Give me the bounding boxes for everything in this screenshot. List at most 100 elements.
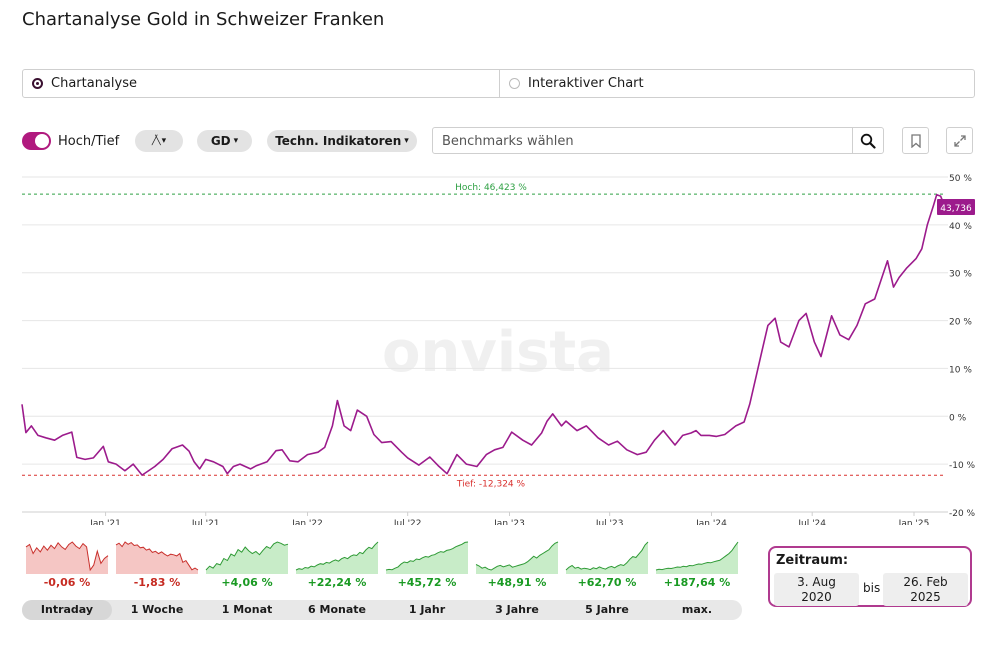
sparkline-area [206,542,288,574]
expand-button[interactable] [946,127,973,154]
chart-type-button[interactable]: ╱╲ ▾ [135,130,183,152]
x-tick-label: Jan '22 [291,519,323,525]
period-4[interactable]: +22,24 % [292,536,382,620]
date-range-separator: bis [863,581,881,595]
period-sparkline [655,541,739,574]
period-change: +48,91 % [487,576,547,589]
period-change: +187,64 % [663,576,731,589]
date-from-day: 3. Aug [797,575,836,589]
period-change: +62,70 % [577,576,637,589]
x-tick-label: Jul '24 [797,519,826,525]
period-7[interactable]: +62,70 % [562,536,652,620]
sparkline-area [566,542,648,574]
sparkline-line [385,541,469,571]
sparkline-line [565,541,649,571]
series-line [21,193,946,476]
date-range-box: Zeitraum: 3. Aug 2020 bis 26. Feb 2025 [768,546,972,607]
benchmark-search-input[interactable] [433,128,864,155]
line-chart-icon: ╱╲ [151,136,161,146]
date-to-field[interactable]: 26. Feb 2025 [883,573,968,606]
period-change: +4,06 % [221,576,273,589]
y-tick-label: 40 % [949,222,972,232]
bookmark-button[interactable] [902,127,929,154]
period-tab[interactable]: Intraday [22,600,112,620]
period-1[interactable]: -0,06 % [22,536,112,620]
page-title: Chartanalyse Gold in Schweizer Franken [22,9,385,30]
mode-interaktiver-chart-label: Interaktiver Chart [528,76,644,91]
period-sparkline [565,541,649,574]
x-tick-label: Jan '25 [898,519,930,525]
moving-average-label: GD [210,134,231,148]
y-tick-label: 10 % [949,365,972,375]
date-to-year: 2025 [910,590,941,604]
period-tab[interactable]: 1 Jahr [408,603,446,616]
indicators-label: Techn. Indikatoren [275,134,402,148]
y-tick-label: -10 % [949,461,976,471]
mode-interaktiver-chart[interactable]: Interaktiver Chart [500,70,974,97]
moving-average-button[interactable]: GD ▾ [197,130,252,152]
x-tick-label: Jul '21 [191,519,220,525]
sparkline-line [115,541,199,571]
period-sparkline [475,541,559,574]
period-tab[interactable]: 1 Monat [221,603,273,616]
radio-unchecked-icon[interactable] [509,78,520,89]
expand-icon [953,134,966,147]
x-tick-label: Jan '21 [89,519,121,525]
last-value-label: 43,736 [940,204,972,214]
period-sparkline [25,541,109,574]
main-chart: onvista 50 % 40 % 30 % 20 % 10 % 0 % -10 % -20 %… [21,174,976,525]
indicators-button[interactable]: Techn. Indikatoren ▾ [267,130,417,152]
chevron-down-icon: ▾ [161,136,167,146]
mode-selector: Chartanalyse Interaktiver Chart [22,69,975,98]
y-tick-label: 0 % [949,413,967,423]
period-tab[interactable]: 3 Jahre [495,603,539,616]
high-low-label: Hoch/Tief [58,134,120,149]
period-change: -1,83 % [133,576,181,589]
radio-checked-icon[interactable] [32,78,43,89]
benchmark-search [432,127,884,155]
period-sparkline [115,541,199,574]
period-8[interactable]: +187,64 % [652,536,742,620]
period-tab[interactable]: 6 Monate [308,603,366,616]
bookmark-icon [910,133,921,148]
period-3[interactable]: +4,06 % [202,536,292,620]
watermark: onvista [382,320,614,385]
sparkline-line [475,541,559,571]
period-change: -0,06 % [43,576,91,589]
period-sparkline [295,541,379,574]
sparkline-area [656,542,738,574]
y-tick-label: 50 % [949,174,972,184]
mode-chartanalyse-label: Chartanalyse [51,76,137,91]
period-2[interactable]: -1,83 % [112,536,202,620]
x-tick-label: Jul '23 [595,519,624,525]
sparkline-area [386,542,468,574]
sparkline-area [476,542,558,574]
period-tab[interactable]: 1 Woche [130,603,184,616]
date-from-field[interactable]: 3. Aug 2020 [774,573,859,606]
sparkline-area [116,542,198,574]
search-icon [860,133,876,149]
sparkline-area [26,542,108,574]
sparkline-line [655,541,739,571]
period-5[interactable]: +45,72 % [382,536,472,620]
mode-chartanalyse[interactable]: Chartanalyse [23,70,500,97]
chevron-down-icon: ▾ [233,136,239,146]
period-change: +22,24 % [307,576,367,589]
y-tick-label: 30 % [949,270,972,280]
period-6[interactable]: +48,91 % [472,536,562,620]
high-label: Hoch: 46,423 % [455,183,527,193]
x-tick-label: Jan '24 [695,519,727,525]
y-tick-label: -20 % [949,509,976,519]
period-tab-bar [22,600,742,620]
sparkline-line [295,541,379,571]
date-range-title: Zeitraum: [776,553,849,568]
period-tab[interactable]: 5 Jahre [585,603,629,616]
period-tab[interactable]: max. [681,603,713,616]
period-change: +45,72 % [397,576,457,589]
y-tick-label: 20 % [949,318,972,328]
period-sparkline [385,541,469,574]
high-low-toggle[interactable] [22,132,51,150]
search-button[interactable] [852,128,883,153]
x-tick-label: Jul '22 [393,519,422,525]
date-to-day: 26. Feb [903,575,948,589]
